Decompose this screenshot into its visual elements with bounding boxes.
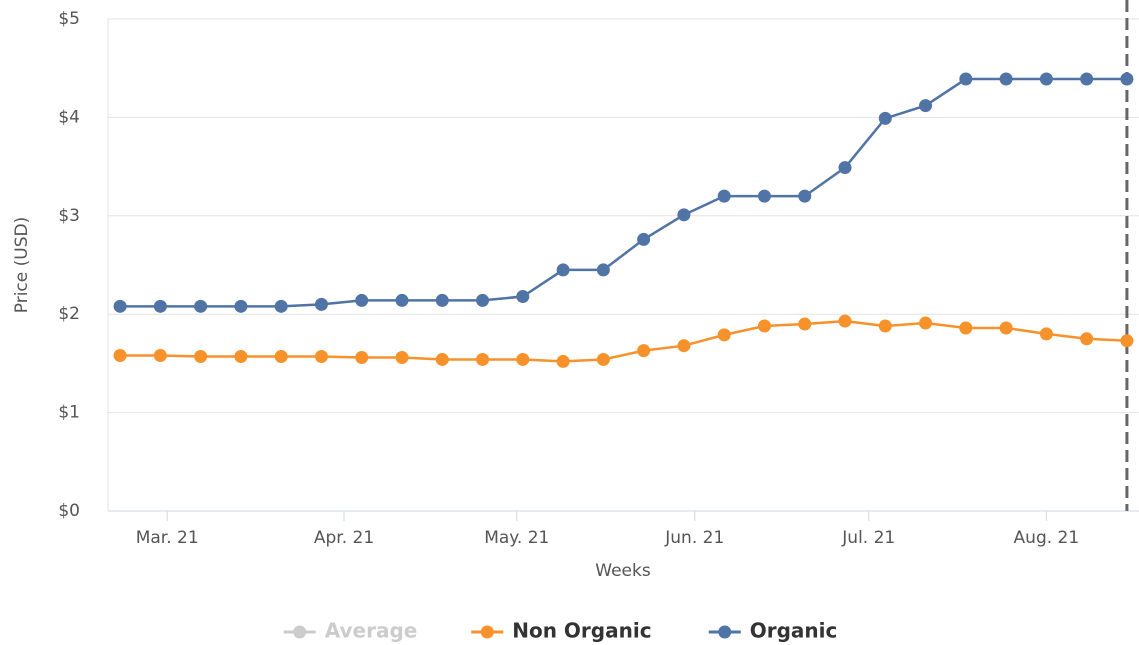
series-line [120,77,1127,308]
data-point [878,319,892,333]
y-tick-label: $4 [58,107,80,127]
series-line [120,319,1127,363]
x-tick-label: Jul. 21 [841,528,895,548]
data-point [798,189,812,203]
data-point [395,293,409,307]
data-point [1039,327,1053,341]
data-point [234,299,248,313]
data-point [274,350,288,364]
data-point [637,344,651,358]
legend-label: Non Organic [512,619,651,643]
data-point [1080,72,1094,86]
x-tick-label: Jun. 21 [664,528,724,548]
data-point [113,299,127,313]
data-point [959,72,973,86]
legend-label: Average [325,619,418,643]
data-point [1039,72,1053,86]
x-tick-label: Mar. 21 [136,528,199,548]
data-point [516,352,530,366]
x-tick-label: May. 21 [484,528,549,548]
x-tick-label: Apr. 21 [314,528,374,548]
y-tick-label: $1 [58,403,80,423]
y-tick-label: $5 [58,9,80,29]
y-axis-label: Price (USD) [12,217,32,313]
data-point [717,328,731,342]
data-point [637,232,651,246]
data-point [234,350,248,364]
data-point [274,299,288,313]
data-point [113,349,127,363]
data-point [556,263,570,277]
legend-label: Organic [750,619,838,643]
data-point [476,293,490,307]
data-point [999,72,1013,86]
data-point [476,352,490,366]
data-point [194,299,208,313]
data-point [838,161,852,175]
legend-swatch-dot [480,625,494,639]
data-point [435,293,449,307]
y-tick-label: $3 [58,206,80,226]
data-point [1120,334,1134,348]
data-point [677,208,691,222]
legend-item[interactable]: Organic [708,619,838,643]
data-point [153,349,167,363]
data-point [717,189,731,203]
legend-item[interactable]: Non Organic [471,619,652,643]
data-point [919,316,933,330]
data-point [596,263,610,277]
data-point [798,317,812,331]
data-point [153,299,167,313]
data-point [516,289,530,303]
data-point [194,350,208,364]
data-point [878,111,892,125]
data-point [314,297,328,311]
data-point [757,189,771,203]
data-point [556,354,570,368]
legend-swatch-dot [718,625,732,639]
data-point [757,319,771,333]
legend-swatch-dot [293,625,307,639]
data-point [395,350,409,364]
data-point [355,350,369,364]
legend-item[interactable]: Average [283,619,418,643]
data-point [596,352,610,366]
data-point [1080,332,1094,346]
data-point [314,350,328,364]
x-axis-label: Weeks [595,561,651,581]
y-tick-label: $2 [58,304,80,324]
data-point [919,99,933,113]
data-point [838,314,852,328]
data-point [999,321,1013,335]
y-tick-label: $0 [58,501,80,521]
data-point [959,321,973,335]
data-point [677,339,691,353]
data-point [435,352,449,366]
legend: Average Non Organic Organic [283,619,838,643]
data-point [1120,72,1134,86]
x-tick-label: Aug. 21 [1014,528,1080,548]
data-point [355,293,369,307]
